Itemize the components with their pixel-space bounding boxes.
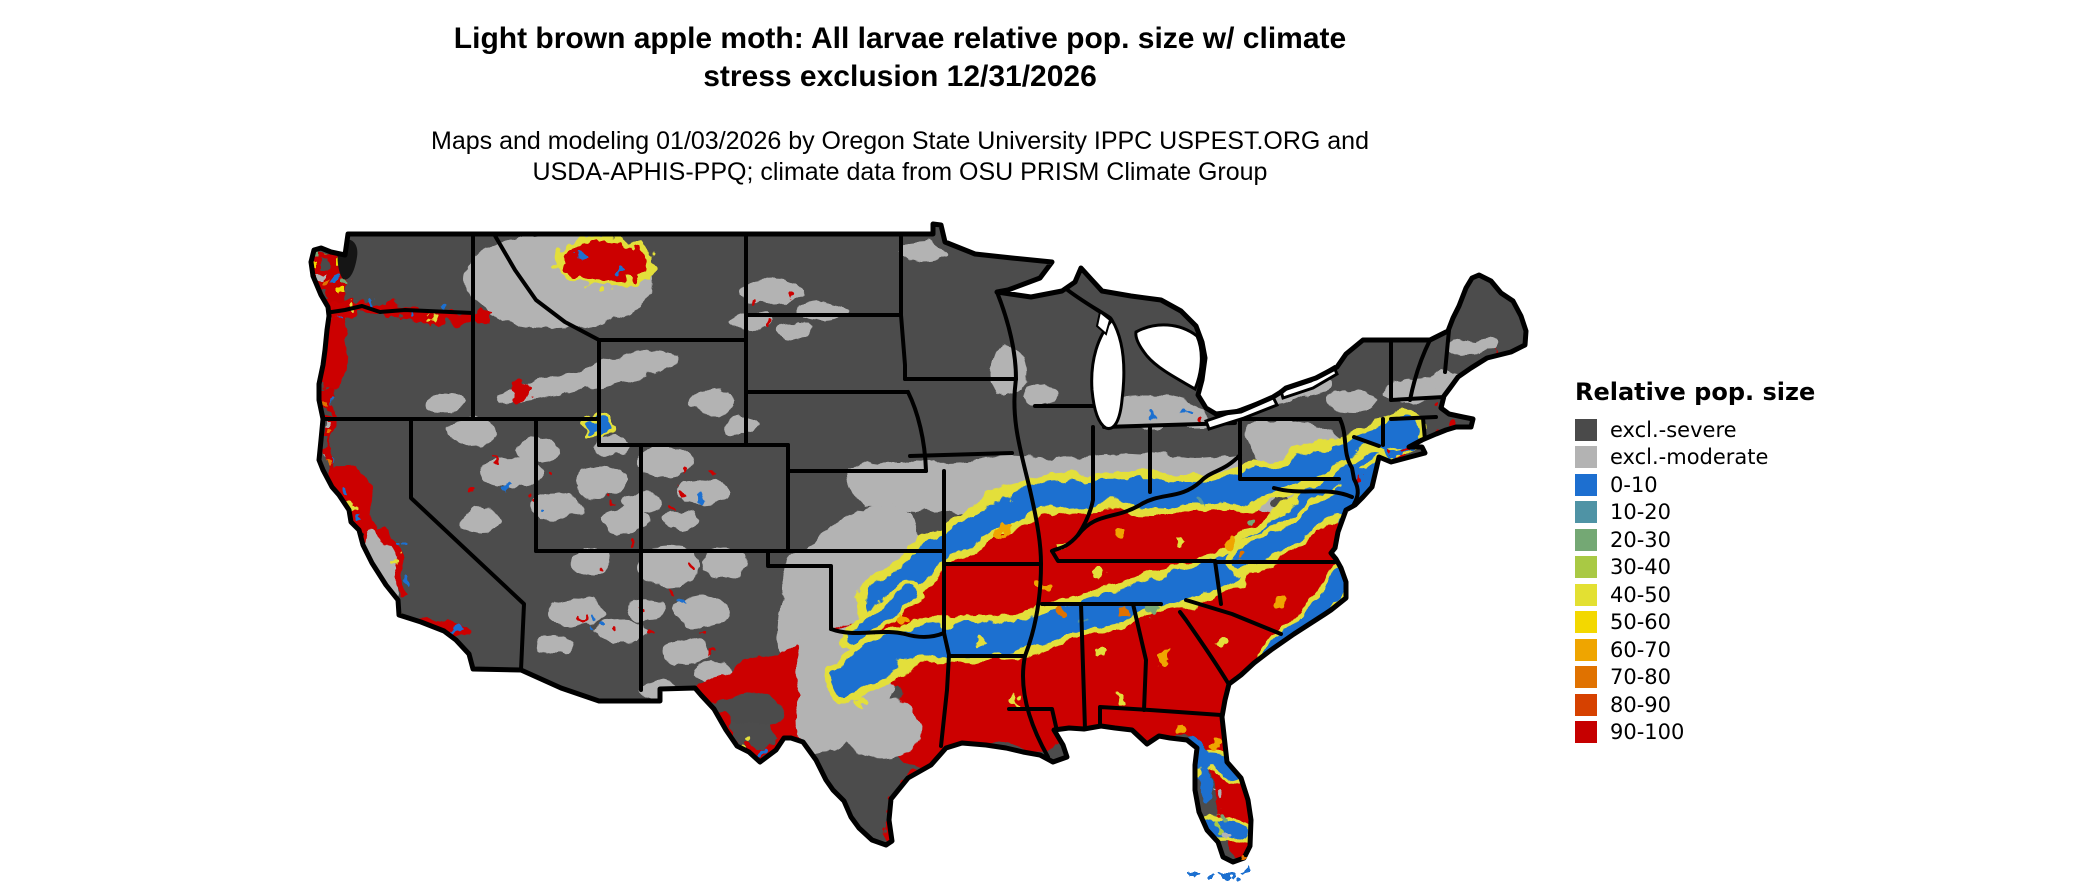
page-subtitle: Maps and modeling 01/03/2026 by Oregon S… (230, 126, 1570, 188)
legend-row: 0-10 (1575, 471, 1815, 499)
legend-row: 60-70 (1575, 636, 1815, 664)
legend-rows: excl.-severe excl.-moderate 0-10 10-20 20-30… (1575, 416, 1815, 746)
lake-michigan (1090, 317, 1126, 430)
green-bay (1095, 310, 1112, 336)
legend-row: 30-40 (1575, 554, 1815, 582)
legend-swatch (1575, 583, 1597, 606)
legend-row: 50-60 (1575, 609, 1815, 637)
legend-swatch (1575, 528, 1597, 551)
legend-label: excl.-moderate (1610, 445, 1769, 470)
florida-keys (1190, 856, 1249, 879)
legend-swatch (1575, 666, 1597, 689)
legend-label: 80-90 (1610, 692, 1672, 717)
legend-label: 70-80 (1610, 665, 1672, 690)
legend-swatch (1575, 556, 1597, 579)
legend-label: 30-40 (1610, 555, 1672, 580)
legend-title: Relative pop. size (1575, 378, 1816, 406)
legend-row: 10-20 (1575, 499, 1815, 527)
legend-label: 0-10 (1610, 472, 1658, 497)
legend-label: 90-100 (1610, 720, 1685, 745)
legend-swatch (1575, 446, 1597, 469)
legend-row: 80-90 (1575, 691, 1815, 719)
legend-label: excl.-severe (1610, 417, 1737, 442)
legend-row: 70-80 (1575, 664, 1815, 692)
legend-label: 20-30 (1610, 527, 1672, 552)
legend-label: 40-50 (1610, 582, 1672, 607)
legend-swatch (1575, 418, 1597, 441)
legend-row: 90-100 (1575, 719, 1815, 747)
map-fill-layers (311, 224, 1526, 862)
legend-label: 50-60 (1610, 610, 1672, 635)
subtitle-line-2: USDA-APHIS-PPQ; climate data from OSU PR… (532, 158, 1268, 186)
legend-swatch (1575, 721, 1597, 744)
page-title: Light brown apple moth: All larvae relat… (230, 20, 1570, 96)
legend: Relative pop. size excl.-severe excl.-mod… (1575, 378, 1815, 746)
legend-row: excl.-severe (1575, 416, 1815, 444)
legend-swatch (1575, 638, 1597, 661)
title-line-1: Light brown apple moth: All larvae relat… (453, 22, 1347, 55)
state-borders (320, 232, 1451, 759)
subtitle-line-1: Maps and modeling 01/03/2026 by Oregon S… (431, 127, 1369, 155)
lake-huron (1134, 323, 1203, 392)
legend-swatch (1575, 611, 1597, 634)
legend-row: excl.-moderate (1575, 444, 1815, 472)
legend-row: 40-50 (1575, 581, 1815, 609)
legend-row: 20-30 (1575, 526, 1815, 554)
legend-label: 60-70 (1610, 637, 1672, 662)
legend-swatch (1575, 501, 1597, 524)
title-line-2: stress exclusion 12/31/2026 (703, 60, 1097, 93)
legend-swatch (1575, 473, 1597, 496)
legend-label: 10-20 (1610, 500, 1672, 525)
legend-swatch (1575, 693, 1597, 716)
